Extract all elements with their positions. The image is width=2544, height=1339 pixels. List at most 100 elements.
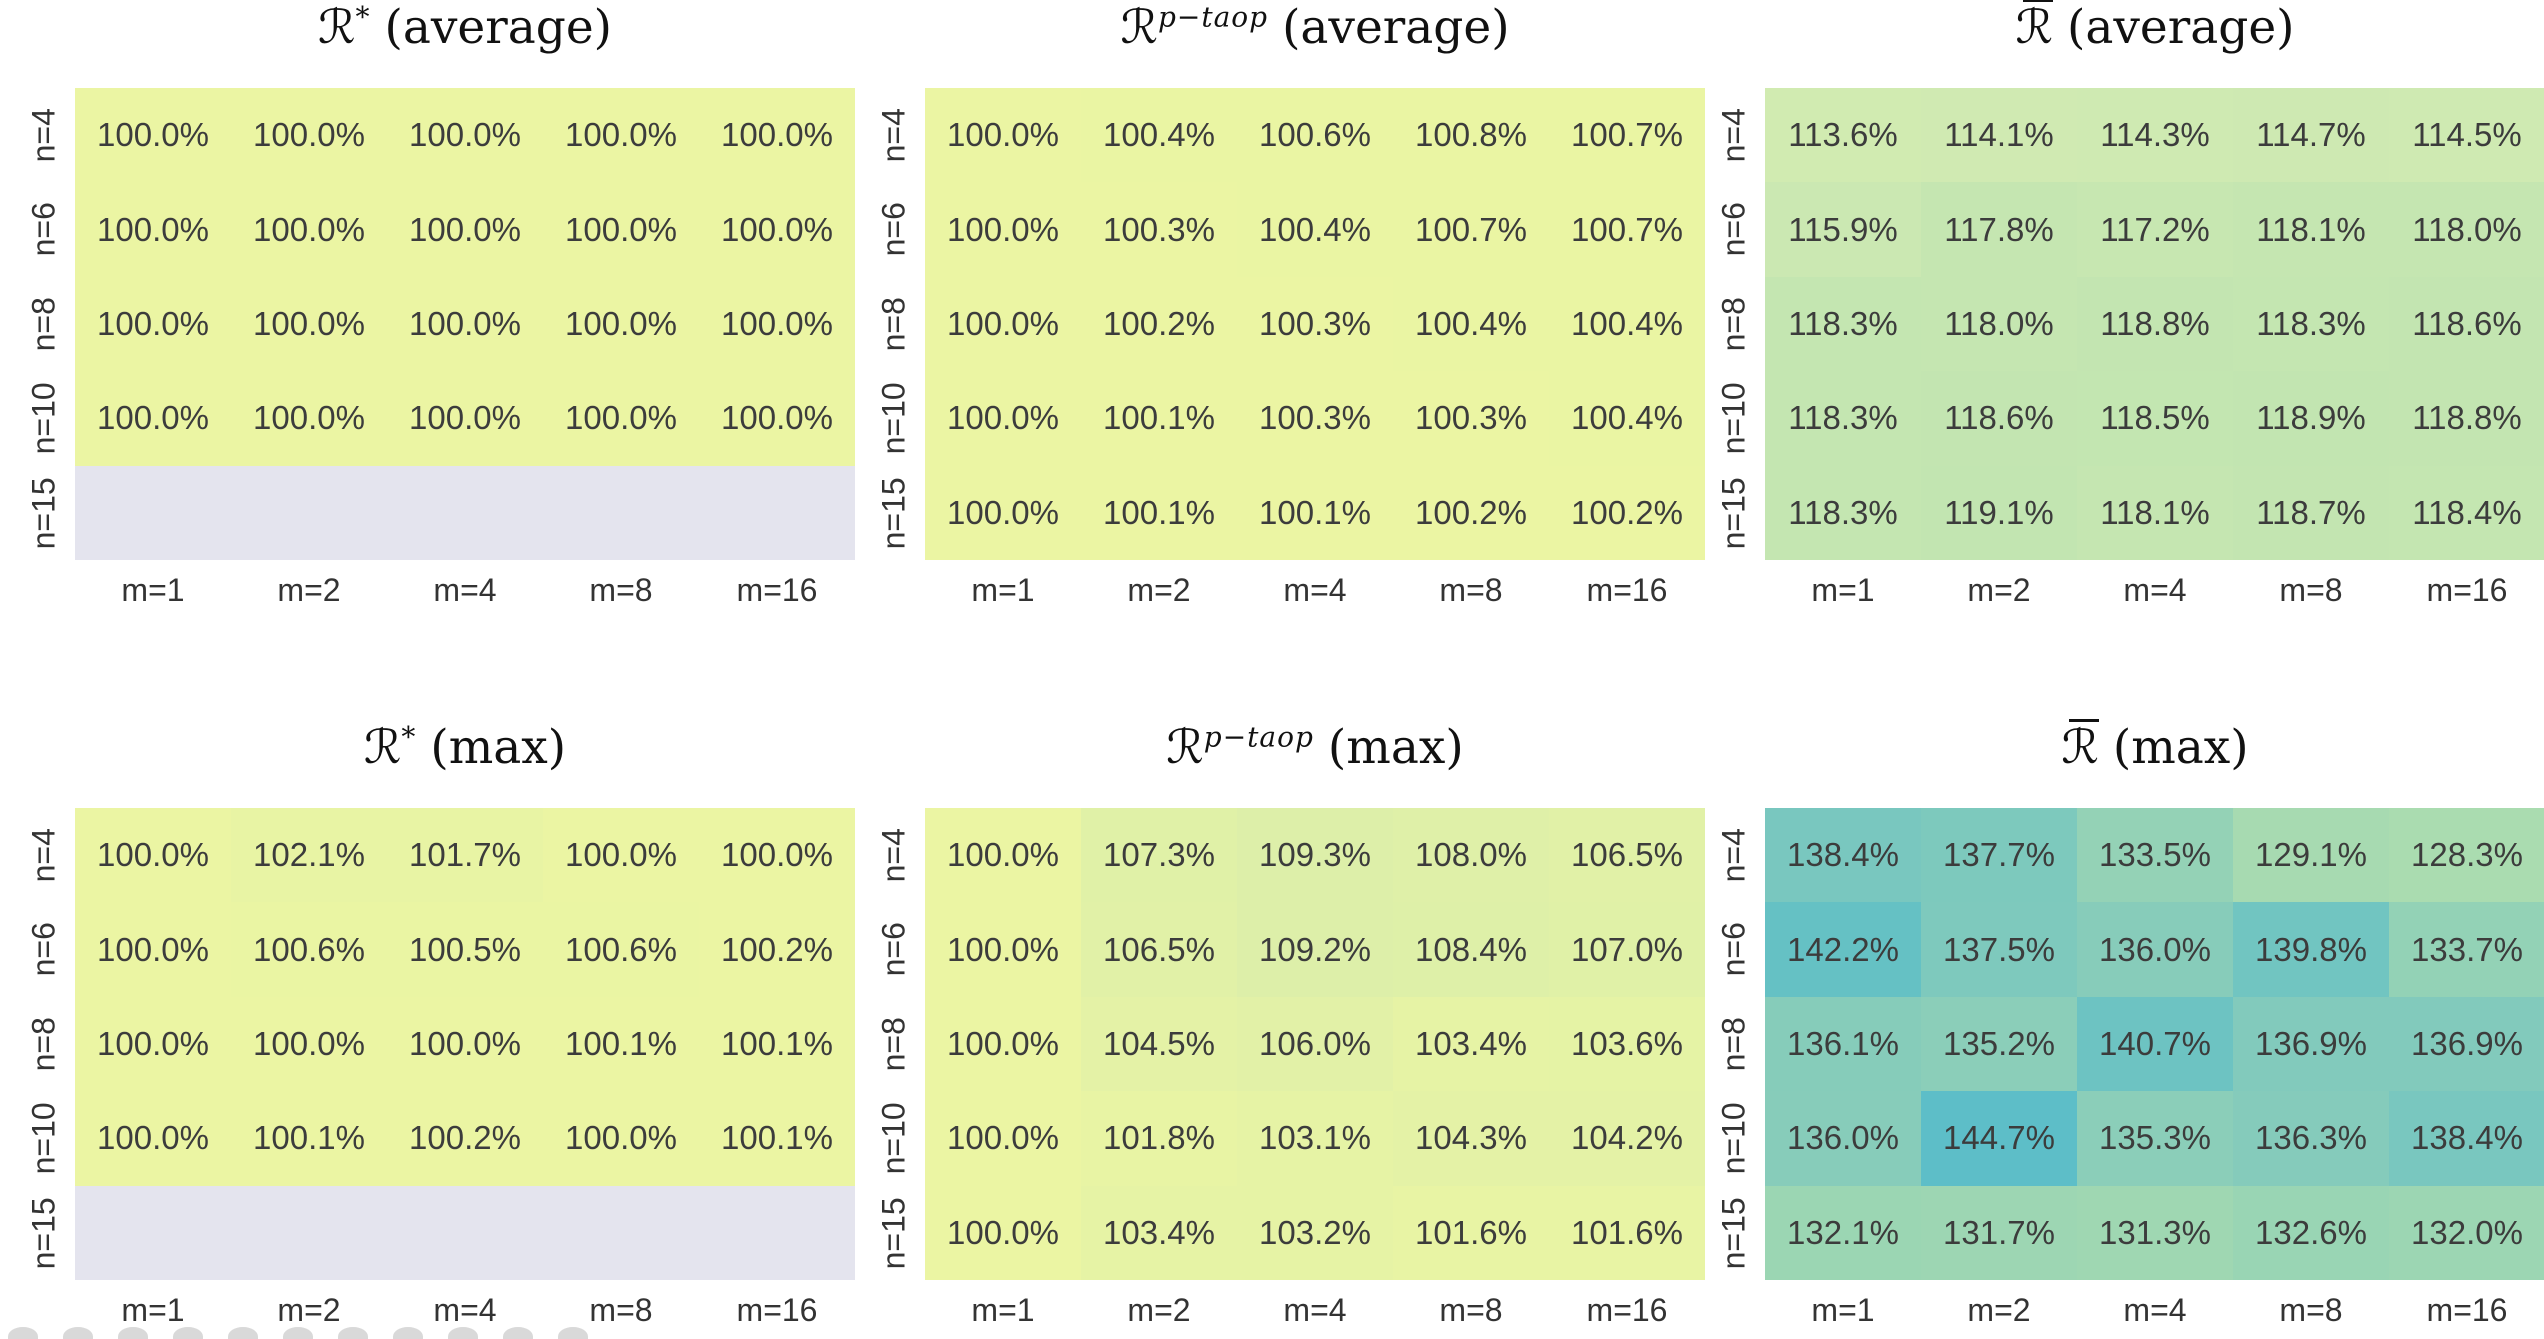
heatmap-grid: 138.4% 137.7% 133.5% 129.1% 128.3% 142.2% 137.… — [1765, 808, 2544, 1280]
heatmap-cell: 106.5% — [1549, 808, 1705, 903]
x-tick-label: m=8 — [2279, 1292, 2343, 1328]
heatmap-panel-r-star-average: ℛ* (average) n=4 n=6 n=8 n=10 n=15 100.0% 100.0%… — [13, 0, 855, 615]
x-tick-label: m=2 — [277, 572, 341, 608]
heatmap-cell: 100.0% — [699, 88, 855, 183]
heatmap-cell: 100.0% — [75, 88, 231, 183]
y-tick-label: n=10 — [875, 382, 912, 455]
heatmap-cell: 118.6% — [1921, 371, 2077, 466]
heatmap-cell: 140.7% — [2077, 996, 2233, 1092]
y-axis-labels: n=4 n=6 n=8 n=10 n=15 — [1703, 808, 1765, 1280]
heatmap-cell: 100.0% — [75, 371, 231, 466]
heatmap-cell: 100.3% — [1081, 182, 1237, 277]
heatmap-cell: 100.0% — [925, 1091, 1081, 1186]
x-tick-label: m=16 — [736, 1292, 818, 1328]
heatmap-cell: 129.1% — [2233, 808, 2389, 903]
heatmap-cell — [699, 1185, 855, 1280]
y-tick-label: n=6 — [25, 202, 62, 257]
heatmap-cell: 100.0% — [699, 371, 855, 466]
panel-title: ℛ* (max) — [75, 720, 855, 800]
heatmap-cell: 100.0% — [231, 371, 387, 466]
x-tick-label: m=16 — [1586, 1292, 1668, 1328]
heatmap-cell: 104.5% — [1081, 996, 1237, 1092]
panel-title: ℛ (max) — [1765, 719, 2544, 800]
x-axis-labels: m=1 m=2 m=4 m=8 m=16 — [1765, 568, 2544, 613]
heatmap-cell: 100.0% — [543, 88, 699, 183]
heatmap-cell: 132.1% — [1765, 1185, 1921, 1280]
cropped-glyph — [338, 1327, 368, 1339]
heatmap-cell: 117.8% — [1921, 182, 2077, 277]
heatmap-cell: 118.1% — [2077, 465, 2233, 560]
heatmap-cell: 101.6% — [1393, 1185, 1549, 1280]
heatmap-cell: 100.0% — [75, 182, 231, 277]
title-symbol: ℛ — [1120, 0, 1158, 55]
heatmap-cell: 100.7% — [1549, 182, 1705, 277]
heatmap-cell: 100.2% — [1081, 276, 1237, 372]
heatmap-cell: 106.0% — [1237, 996, 1393, 1092]
heatmap-grid: 100.0% 107.3% 109.3% 108.0% 106.5% 100.0% 106.… — [925, 808, 1705, 1280]
heatmap-cell: 133.5% — [2077, 808, 2233, 903]
heatmap-cell: 100.2% — [1393, 465, 1549, 560]
heatmap-cell: 101.8% — [1081, 1091, 1237, 1186]
x-axis-labels: m=1 m=2 m=4 m=8 m=16 — [75, 568, 855, 613]
heatmap-cell: 100.3% — [1237, 371, 1393, 466]
heatmap-cell: 144.7% — [1921, 1091, 2077, 1186]
heatmap-cell: 114.5% — [2389, 88, 2544, 183]
heatmap-cell: 100.4% — [1237, 182, 1393, 277]
heatmap-cell: 100.0% — [925, 996, 1081, 1092]
y-tick-label: n=8 — [875, 1016, 912, 1072]
heatmap-cell: 100.0% — [925, 88, 1081, 183]
x-tick-label: m=1 — [121, 1292, 185, 1328]
x-tick-label: m=16 — [2426, 572, 2508, 608]
heatmap-cell: 100.2% — [1549, 465, 1705, 560]
cropped-glyph — [228, 1327, 258, 1339]
y-tick-label: n=15 — [25, 476, 62, 549]
heatmap-cell — [387, 1185, 543, 1280]
heatmap-cell: 118.6% — [2389, 276, 2544, 372]
heatmap-cell: 100.1% — [543, 996, 699, 1092]
x-tick-label: m=4 — [433, 1292, 497, 1328]
heatmap-cell: 100.0% — [925, 276, 1081, 372]
heatmap-cell: 131.3% — [2077, 1185, 2233, 1280]
panel-title: ℛp−taop (max) — [925, 720, 1705, 800]
heatmap-cell: 113.6% — [1765, 88, 1921, 183]
y-tick-label: n=8 — [1715, 1016, 1752, 1072]
heatmap-cell: 109.3% — [1237, 808, 1393, 903]
heatmap-cell — [699, 465, 855, 560]
y-tick-label: n=6 — [1715, 202, 1752, 257]
heatmap-cell: 100.0% — [925, 902, 1081, 997]
y-axis-labels: n=4 n=6 n=8 n=10 n=15 — [863, 88, 925, 560]
x-tick-label: m=1 — [121, 572, 185, 608]
x-tick-label: m=4 — [1283, 1292, 1347, 1328]
heatmap-cell: 100.0% — [699, 182, 855, 277]
heatmap-cell: 100.0% — [699, 808, 855, 903]
title-superscript: * — [401, 720, 417, 754]
heatmap-cell — [543, 465, 699, 560]
heatmap-cell: 100.8% — [1393, 88, 1549, 183]
y-tick-label: n=15 — [1715, 476, 1752, 549]
heatmap-grid: 100.0% 100.0% 100.0% 100.0% 100.0% 100.0% 100.… — [75, 88, 855, 560]
heatmap-cell: 100.2% — [699, 902, 855, 997]
heatmap-cell: 106.5% — [1081, 902, 1237, 997]
title-mode: (average) — [384, 0, 612, 55]
x-tick-label: m=1 — [1811, 1292, 1875, 1328]
heatmap-cell: 109.2% — [1237, 902, 1393, 997]
y-tick-label: n=4 — [875, 108, 912, 163]
heatmap-cell: 100.7% — [1549, 88, 1705, 183]
heatmap-cell: 115.9% — [1765, 182, 1921, 277]
y-tick-label: n=8 — [875, 296, 912, 352]
heatmap-cell: 100.4% — [1549, 276, 1705, 372]
heatmap-panel-r-ptaop-average: ℛp−taop (average) n=4 n=6 n=8 n=10 n=15 100.0% 1… — [863, 0, 1705, 615]
heatmap-cell: 132.0% — [2389, 1185, 2544, 1280]
title-mode: (max) — [2112, 720, 2249, 775]
heatmap-cell: 103.6% — [1549, 996, 1705, 1092]
heatmap-cell — [75, 465, 231, 560]
heatmap-cell: 136.0% — [1765, 1091, 1921, 1186]
y-tick-label: n=10 — [1715, 382, 1752, 455]
heatmap-cell: 100.0% — [231, 996, 387, 1092]
heatmap-cell: 103.4% — [1393, 996, 1549, 1092]
heatmap-cell: 107.0% — [1549, 902, 1705, 997]
heatmap-cell: 108.0% — [1393, 808, 1549, 903]
heatmap-cell: 102.1% — [231, 808, 387, 903]
heatmap-grid: 113.6% 114.1% 114.3% 114.7% 114.5% 115.9% 117.… — [1765, 88, 2544, 560]
heatmap-cell: 100.0% — [543, 371, 699, 466]
